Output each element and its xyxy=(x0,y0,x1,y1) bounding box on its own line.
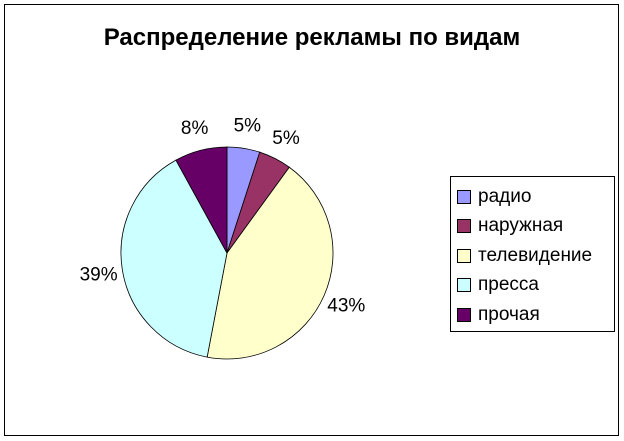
legend: радио наружная телевидение пресса прочая xyxy=(450,176,615,332)
legend-item: радио xyxy=(451,182,614,212)
legend-label: пресса xyxy=(478,274,539,296)
pie-slice-2 xyxy=(206,166,334,360)
chart-title: Распределение рекламы по видам xyxy=(103,24,521,51)
legend-label: телевидение xyxy=(478,244,593,266)
data-label: 5% xyxy=(272,128,300,149)
legend-swatch xyxy=(457,189,471,204)
legend-label: наружная xyxy=(478,215,564,237)
legend-item: прочая xyxy=(451,300,614,330)
legend-swatch xyxy=(457,307,471,322)
data-label: 39% xyxy=(80,264,118,285)
legend-label: прочая xyxy=(478,303,540,325)
legend-swatch xyxy=(457,248,471,263)
pie-slice-3 xyxy=(120,159,228,358)
legend-label: радио xyxy=(478,185,532,207)
data-label: 43% xyxy=(327,296,365,317)
pie-slice-4 xyxy=(175,146,228,254)
legend-item: телевидение xyxy=(451,241,614,271)
data-label: 5% xyxy=(234,116,262,137)
legend-swatch xyxy=(457,278,471,293)
legend-item: наружная xyxy=(451,212,614,242)
data-label: 8% xyxy=(181,118,209,139)
legend-item: пресса xyxy=(451,271,614,301)
chart-area xyxy=(4,4,619,436)
legend-swatch xyxy=(457,219,471,234)
